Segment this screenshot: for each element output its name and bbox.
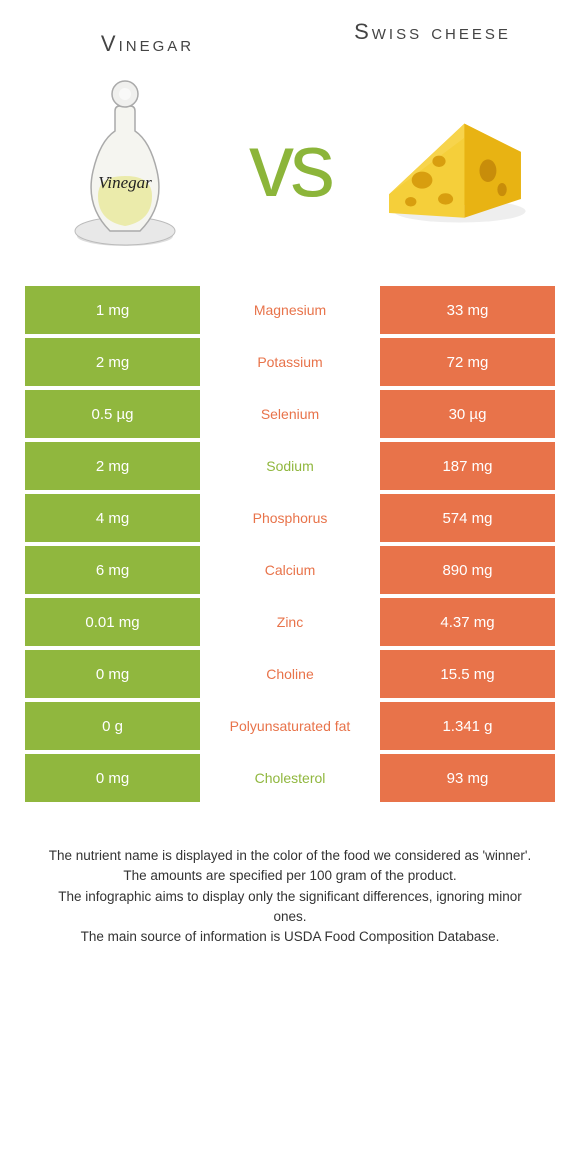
header-titles: Vinegar Swiss cheese bbox=[25, 20, 555, 66]
left-value: 2 mg bbox=[25, 442, 200, 490]
footnote-line: The infographic aims to display only the… bbox=[40, 887, 540, 928]
right-value: 15.5 mg bbox=[380, 650, 555, 698]
right-value: 4.37 mg bbox=[380, 598, 555, 646]
left-value: 4 mg bbox=[25, 494, 200, 542]
left-value: 0 g bbox=[25, 702, 200, 750]
table-row: 0 gPolyunsaturated fat1.341 g bbox=[25, 702, 555, 750]
nutrient-label: Zinc bbox=[200, 598, 380, 646]
nutrient-label: Sodium bbox=[200, 442, 380, 490]
hero-row: Vinegar vs bbox=[25, 66, 555, 286]
nutrient-label: Calcium bbox=[200, 546, 380, 594]
nutrient-label: Polyunsaturated fat bbox=[200, 702, 380, 750]
vinegar-image: Vinegar bbox=[45, 76, 205, 256]
right-value: 30 µg bbox=[380, 390, 555, 438]
right-value: 93 mg bbox=[380, 754, 555, 802]
footnote-line: The main source of information is USDA F… bbox=[40, 927, 540, 947]
nutrient-table: 1 mgMagnesium33 mg2 mgPotassium72 mg0.5 … bbox=[25, 286, 555, 802]
table-row: 0 mgCholesterol93 mg bbox=[25, 754, 555, 802]
nutrient-label: Selenium bbox=[200, 390, 380, 438]
infographic-container: Vinegar Swiss cheese Vinegar vs bbox=[0, 0, 580, 947]
left-value: 0.01 mg bbox=[25, 598, 200, 646]
table-row: 2 mgSodium187 mg bbox=[25, 442, 555, 490]
right-value: 890 mg bbox=[380, 546, 555, 594]
nutrient-label: Potassium bbox=[200, 338, 380, 386]
left-value: 0.5 µg bbox=[25, 390, 200, 438]
nutrient-label: Cholesterol bbox=[200, 754, 380, 802]
footnote-line: The nutrient name is displayed in the co… bbox=[40, 846, 540, 866]
left-value: 2 mg bbox=[25, 338, 200, 386]
left-title: Vinegar bbox=[45, 20, 250, 56]
table-row: 1 mgMagnesium33 mg bbox=[25, 286, 555, 334]
left-value: 6 mg bbox=[25, 546, 200, 594]
right-title: Swiss cheese bbox=[330, 20, 535, 44]
cheese-image bbox=[375, 76, 535, 256]
table-row: 0 mgCholine15.5 mg bbox=[25, 650, 555, 698]
vs-text: vs bbox=[249, 121, 331, 211]
table-row: 2 mgPotassium72 mg bbox=[25, 338, 555, 386]
left-value: 0 mg bbox=[25, 754, 200, 802]
right-value: 187 mg bbox=[380, 442, 555, 490]
table-row: 0.01 mgZinc4.37 mg bbox=[25, 598, 555, 646]
right-value: 72 mg bbox=[380, 338, 555, 386]
nutrient-label: Phosphorus bbox=[200, 494, 380, 542]
footnote-line: The amounts are specified per 100 gram o… bbox=[40, 866, 540, 886]
nutrient-label: Choline bbox=[200, 650, 380, 698]
table-row: 6 mgCalcium890 mg bbox=[25, 546, 555, 594]
right-value: 1.341 g bbox=[380, 702, 555, 750]
table-row: 0.5 µgSelenium30 µg bbox=[25, 390, 555, 438]
left-value: 1 mg bbox=[25, 286, 200, 334]
footnotes: The nutrient name is displayed in the co… bbox=[25, 806, 555, 947]
left-value: 0 mg bbox=[25, 650, 200, 698]
table-row: 4 mgPhosphorus574 mg bbox=[25, 494, 555, 542]
nutrient-label: Magnesium bbox=[200, 286, 380, 334]
right-value: 574 mg bbox=[380, 494, 555, 542]
right-value: 33 mg bbox=[380, 286, 555, 334]
vinegar-bottle-label: Vinegar bbox=[98, 173, 152, 192]
